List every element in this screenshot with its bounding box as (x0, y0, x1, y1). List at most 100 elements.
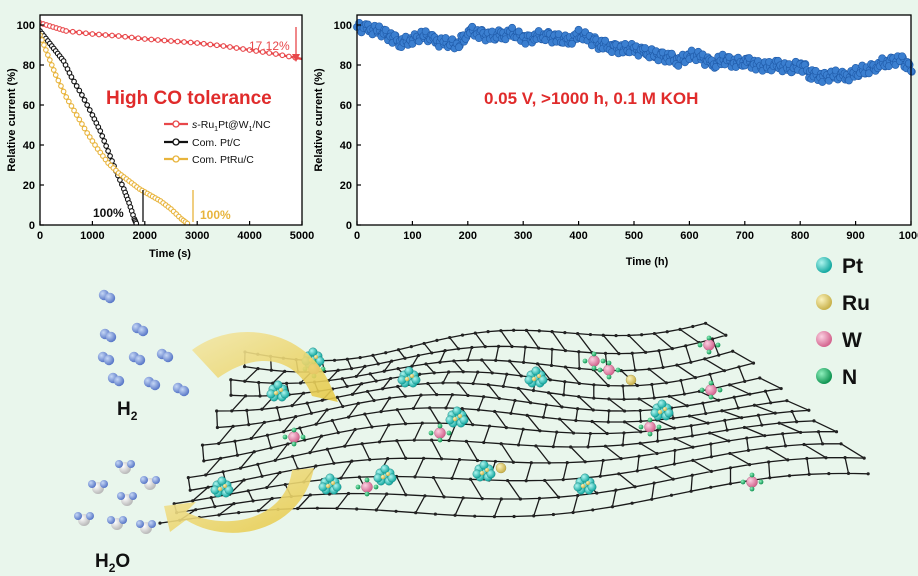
carbon-atom (592, 396, 596, 400)
pt-cluster (397, 366, 421, 388)
data-point (86, 107, 93, 113)
carbon-atom (614, 488, 618, 492)
carbon-atom (731, 349, 735, 353)
carbon-atom (453, 513, 457, 517)
carbon-atom (622, 409, 627, 413)
data-point (52, 72, 59, 78)
carbon-atom (346, 491, 351, 496)
y-tick-label: 60 (340, 100, 352, 112)
carbon-atom (291, 454, 295, 459)
data-point (181, 39, 187, 45)
x-tick-label: 4000 (237, 230, 261, 242)
carbon-atom (482, 440, 486, 445)
carbon-atom (335, 395, 339, 399)
carbon-atom (283, 482, 287, 487)
carbon-atom (339, 476, 343, 480)
w-atom (644, 421, 656, 433)
carbon-atom (420, 421, 424, 425)
carbon-atom (494, 358, 498, 362)
y-tick-label: 40 (23, 140, 35, 152)
carbon-atom (802, 442, 806, 447)
legend-marker (172, 155, 180, 163)
carbon-atom (256, 509, 260, 513)
data-point (155, 37, 161, 43)
data-point (63, 28, 70, 34)
carbon-atom (403, 356, 407, 360)
carbon-atom (286, 442, 290, 446)
carbon-atom (368, 458, 372, 462)
data-point (50, 67, 57, 73)
w-atom (705, 384, 717, 396)
carbon-atom (763, 434, 767, 438)
carbon-atom (555, 430, 559, 434)
carbon-atom (763, 389, 768, 393)
carbon-atom (576, 493, 580, 498)
annotation-value: 100% (200, 208, 231, 222)
legend-swatch (816, 331, 832, 347)
w-atom (588, 355, 600, 367)
data-point (122, 33, 128, 40)
h2-label: H2 (117, 399, 138, 423)
carbon-atom (319, 434, 324, 438)
h2-molecule (156, 348, 174, 363)
carbon-atom (246, 489, 250, 493)
n-atom (291, 441, 297, 447)
carbon-atom (230, 409, 234, 413)
h2o-molecule (117, 492, 137, 506)
carbon-atom (583, 460, 587, 464)
carbon-atom (409, 345, 413, 349)
data-point (115, 33, 122, 39)
n-atom (373, 484, 379, 490)
carbon-atom (269, 368, 273, 372)
carbon-atom (410, 364, 414, 368)
carbon-atom (403, 394, 407, 398)
carbon-atom (742, 425, 747, 430)
pt-cluster (266, 380, 290, 402)
carbon-atom (382, 369, 386, 373)
n-atom (446, 430, 452, 436)
w-atom (288, 431, 300, 443)
carbon-atom (496, 344, 501, 348)
carbon-atom (673, 448, 677, 453)
carbon-atom (546, 391, 551, 395)
x-tick-label: 1000 (899, 230, 918, 242)
data-point (898, 52, 907, 61)
carbon-atom (706, 421, 710, 425)
carbon-atom (866, 472, 870, 476)
carbon-atom (439, 457, 444, 461)
carbon-atom (461, 496, 465, 500)
carbon-atom (562, 393, 566, 397)
carbon-atom (416, 353, 420, 358)
n-atom (615, 367, 621, 373)
carbon-atom (563, 365, 568, 369)
legend-swatch (816, 368, 832, 384)
carbon-atom (447, 370, 451, 374)
carbon-atom (257, 380, 261, 385)
carbon-atom (549, 363, 554, 368)
carbon-atom (215, 409, 219, 413)
carbon-atom (363, 412, 367, 416)
carbon-atom (371, 353, 375, 357)
carbon-atom (269, 446, 273, 450)
carbon-atom (505, 372, 509, 376)
carbon-atom (716, 398, 721, 402)
data-point (40, 37, 45, 43)
data-point (266, 50, 273, 56)
carbon-atom (470, 345, 474, 350)
carbon-atom (551, 512, 556, 517)
carbon-atom (824, 456, 828, 460)
carbon-atom (493, 409, 497, 414)
data-point (233, 45, 240, 51)
n-atom (355, 484, 361, 490)
data-point (667, 49, 676, 58)
carbon-atom (419, 393, 423, 397)
data-point (128, 34, 135, 41)
carbon-atom (508, 359, 512, 363)
carbon-atom (592, 383, 596, 387)
carbon-atom (684, 344, 688, 348)
carbon-atom (781, 432, 785, 436)
carbon-atom (511, 460, 515, 464)
carbon-atom (743, 379, 747, 383)
carbon-atom (325, 408, 329, 412)
data-point (117, 177, 123, 183)
